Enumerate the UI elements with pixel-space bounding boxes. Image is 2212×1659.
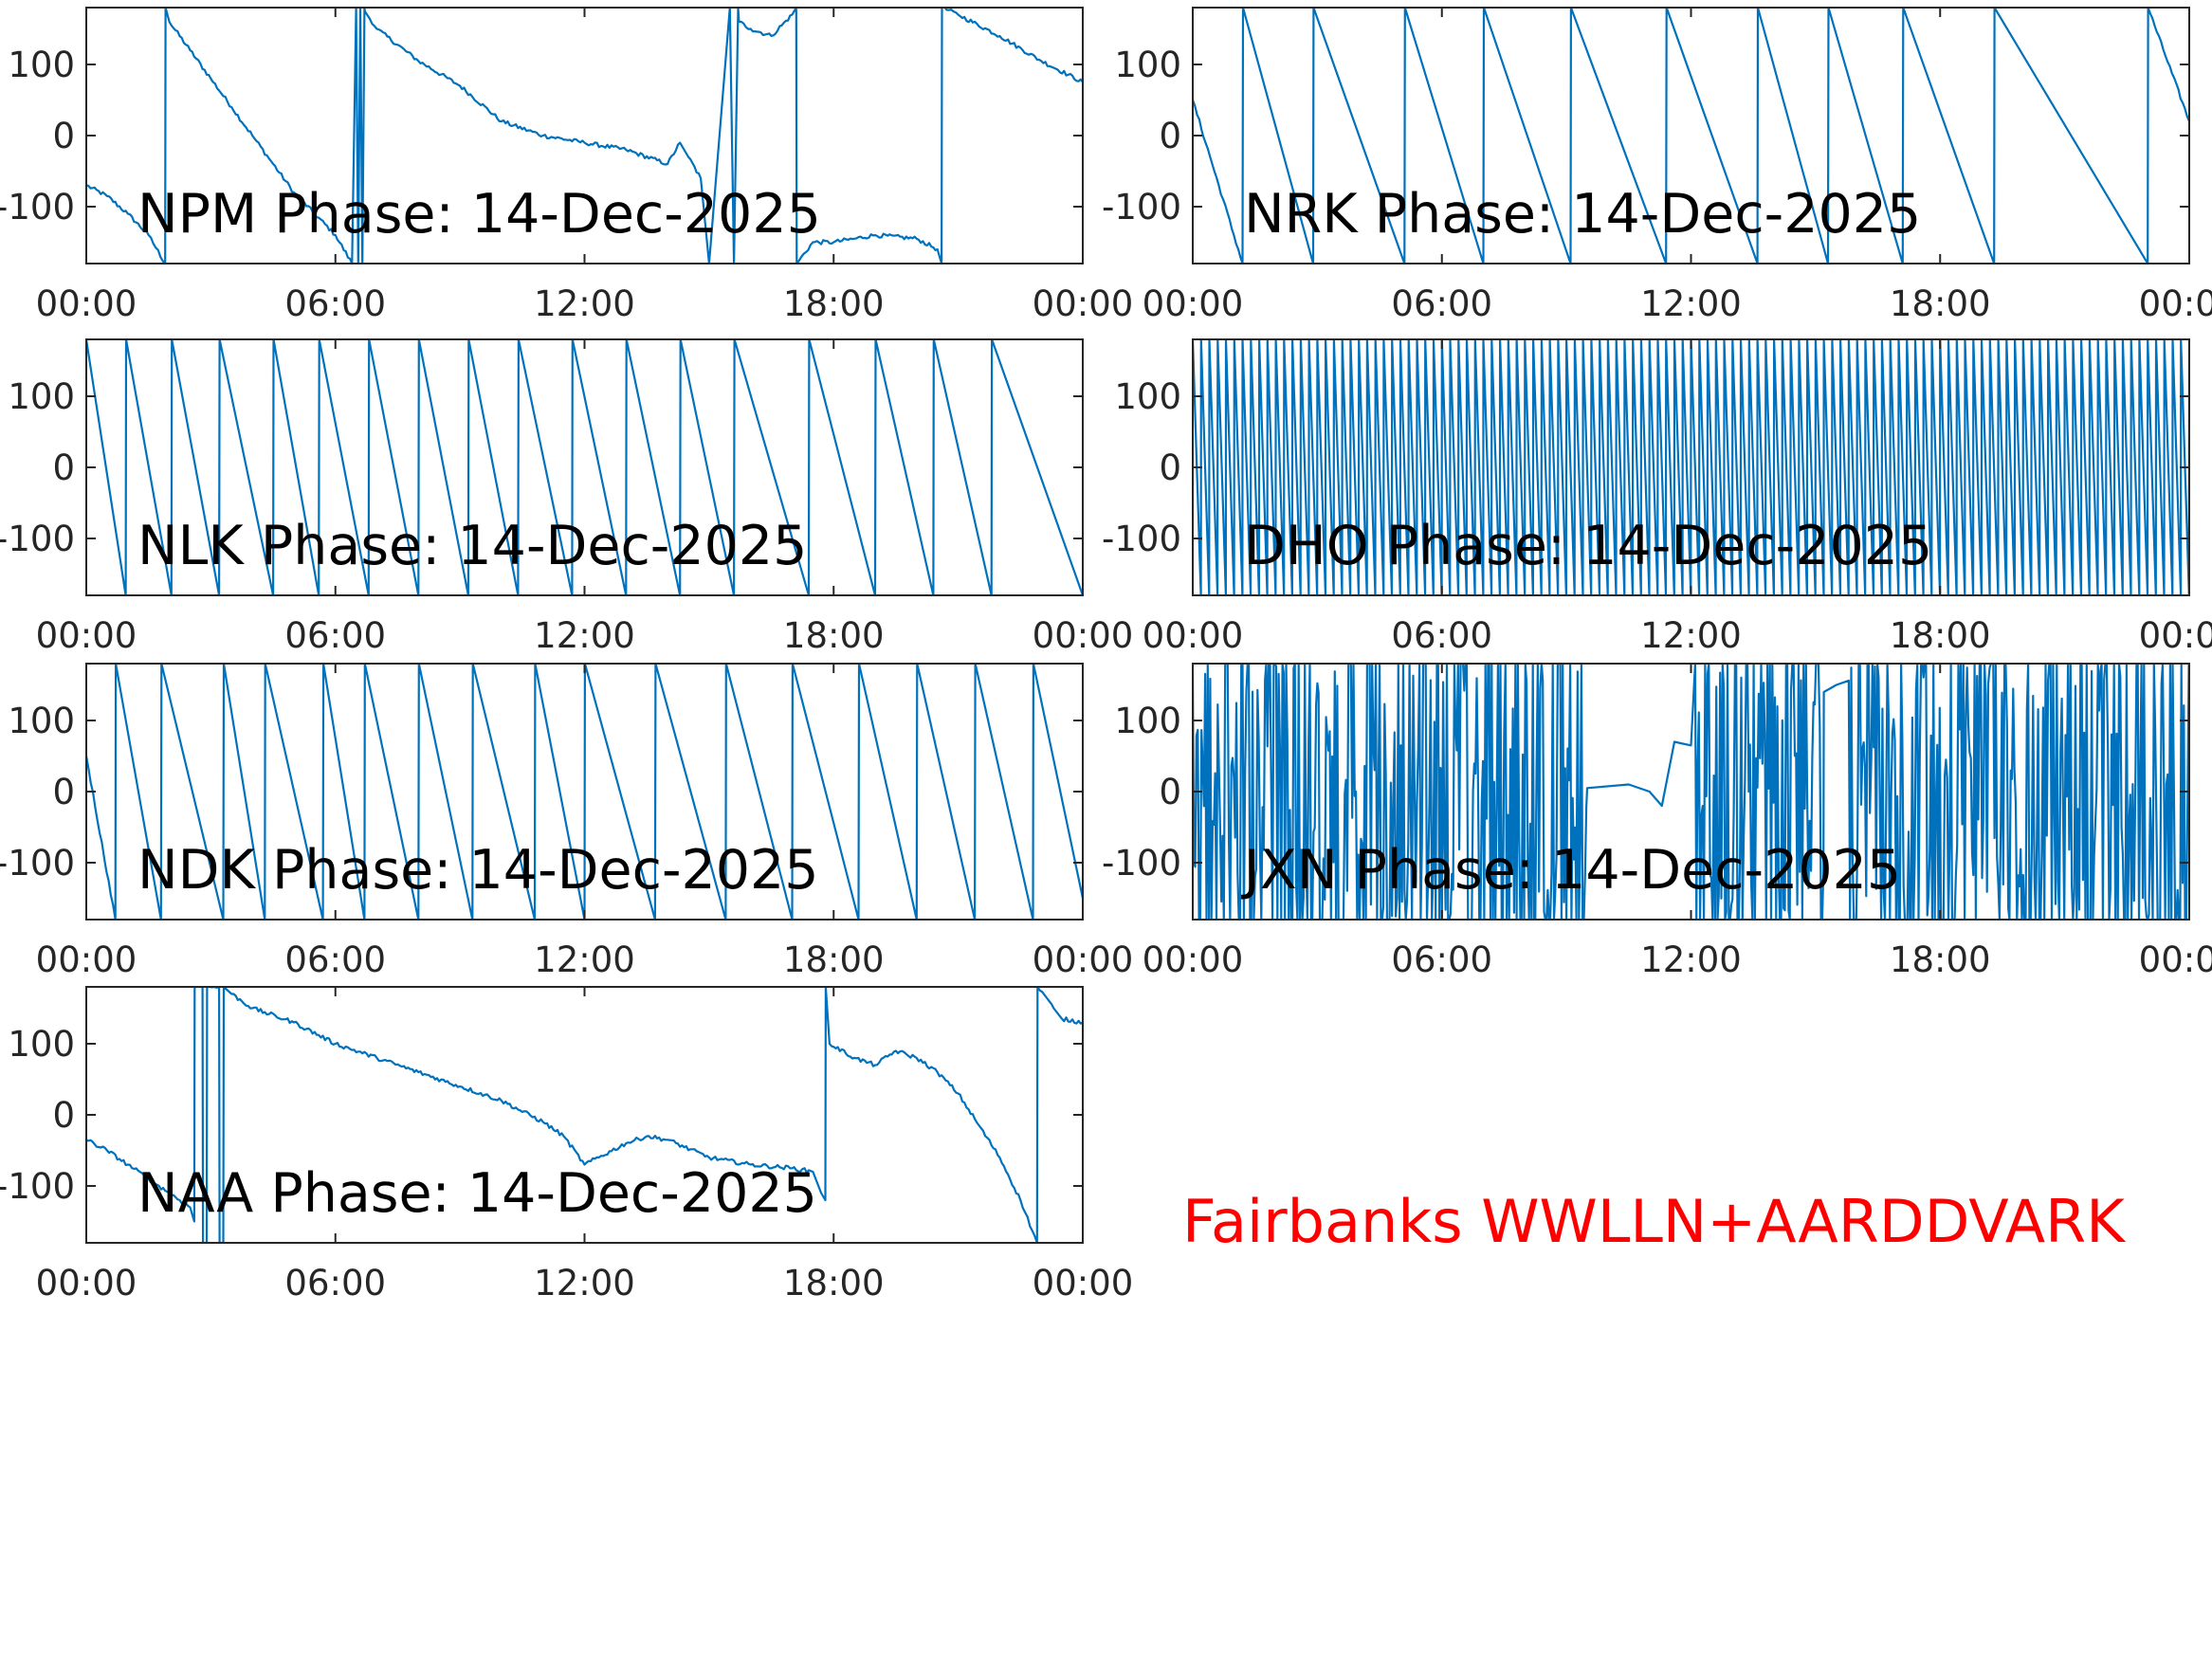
phase-series-line — [86, 339, 1083, 595]
x-tick-label: 00:00 — [1033, 1263, 1134, 1304]
x-tick-label: 00:00 — [1143, 939, 1244, 980]
x-tick-label: 06:00 — [284, 939, 386, 980]
x-tick-label: 12:00 — [534, 1263, 635, 1304]
y-tick-label: 100 — [1114, 376, 1181, 417]
figure-footer-label: Fairbanks WWLLN+AARDDVARK — [1182, 1187, 2126, 1256]
panel-title: NAA Phase: 14-Dec-2025 — [137, 1162, 817, 1225]
x-tick-label: 00:00 — [2139, 939, 2212, 980]
y-tick-label: 100 — [1114, 45, 1181, 85]
y-tick-label: 100 — [1114, 701, 1181, 741]
x-tick-label: 00:00 — [1033, 939, 1134, 980]
x-tick-label: 18:00 — [783, 283, 885, 324]
x-tick-label: 00:00 — [1033, 283, 1134, 324]
y-tick-label: 0 — [1159, 447, 1181, 488]
x-tick-label: 00:00 — [1143, 615, 1244, 656]
x-tick-label: 00:00 — [36, 615, 137, 656]
y-tick-label: 100 — [8, 376, 75, 417]
x-tick-label: 00:00 — [2139, 283, 2212, 324]
x-tick-label: 00:00 — [36, 939, 137, 980]
panel-jxn: -100 0 100 00:00 06:00 12:00 18:00 00:00 JXN Pha… — [1102, 663, 2212, 980]
x-tick-label: 06:00 — [1391, 615, 1492, 656]
y-tick-label: -100 — [0, 187, 75, 228]
y-tick-label: 0 — [52, 1095, 75, 1136]
x-tick-label: 18:00 — [783, 1263, 885, 1304]
panel-title: NPM Phase: 14-Dec-2025 — [137, 183, 821, 246]
x-tick-label: 18:00 — [1890, 283, 1991, 324]
x-tick-label: 06:00 — [284, 283, 386, 324]
x-tick-label: 12:00 — [534, 615, 635, 656]
x-tick-label: 12:00 — [1640, 615, 1742, 656]
phase-series-line — [1193, 339, 2189, 595]
panel-title: DHO Phase: 14-Dec-2025 — [1244, 515, 1932, 577]
phase-series-line — [86, 987, 1083, 1243]
panel-title: NRK Phase: 14-Dec-2025 — [1244, 183, 1921, 246]
y-tick-label: 100 — [8, 45, 75, 85]
y-tick-label: 100 — [8, 701, 75, 741]
x-tick-label: 18:00 — [783, 939, 885, 980]
y-tick-label: 0 — [1159, 772, 1181, 812]
y-tick-label: -100 — [0, 519, 75, 559]
x-tick-label: 12:00 — [534, 939, 635, 980]
x-tick-label: 06:00 — [284, 1263, 386, 1304]
x-tick-label: 00:00 — [36, 283, 137, 324]
y-tick-label: -100 — [0, 843, 75, 884]
y-tick-label: 0 — [1159, 116, 1181, 156]
panel-title: JXN Phase: 14-Dec-2025 — [1241, 839, 1901, 902]
y-tick-label: 0 — [52, 772, 75, 812]
x-tick-label: 18:00 — [1890, 615, 1991, 656]
x-tick-label: 06:00 — [284, 615, 386, 656]
x-tick-label: 12:00 — [1640, 939, 1742, 980]
x-tick-label: 00:00 — [1143, 283, 1244, 324]
x-tick-label: 18:00 — [1890, 939, 1991, 980]
x-tick-label: 00:00 — [36, 1263, 137, 1304]
y-tick-label: -100 — [1102, 843, 1181, 884]
phase-series-line — [1193, 8, 2189, 264]
phase-series-line — [86, 664, 1083, 920]
x-tick-label: 12:00 — [534, 283, 635, 324]
y-tick-label: 0 — [52, 447, 75, 488]
x-tick-label: 06:00 — [1391, 939, 1492, 980]
panel-title: NDK Phase: 14-Dec-2025 — [137, 839, 819, 902]
y-tick-label: 0 — [52, 116, 75, 156]
x-tick-label: 06:00 — [1391, 283, 1492, 324]
x-tick-label: 18:00 — [783, 615, 885, 656]
y-tick-label: -100 — [0, 1166, 75, 1207]
phase-series-line — [1193, 664, 2189, 920]
y-tick-label: -100 — [1102, 187, 1181, 228]
x-tick-label: 00:00 — [2139, 615, 2212, 656]
panel-title: NLK Phase: 14-Dec-2025 — [137, 515, 807, 577]
phase-series-line — [86, 8, 1083, 264]
y-tick-label: -100 — [1102, 519, 1181, 559]
x-tick-label: 12:00 — [1640, 283, 1742, 324]
x-tick-label: 00:00 — [1033, 615, 1134, 656]
y-tick-label: 100 — [8, 1024, 75, 1065]
